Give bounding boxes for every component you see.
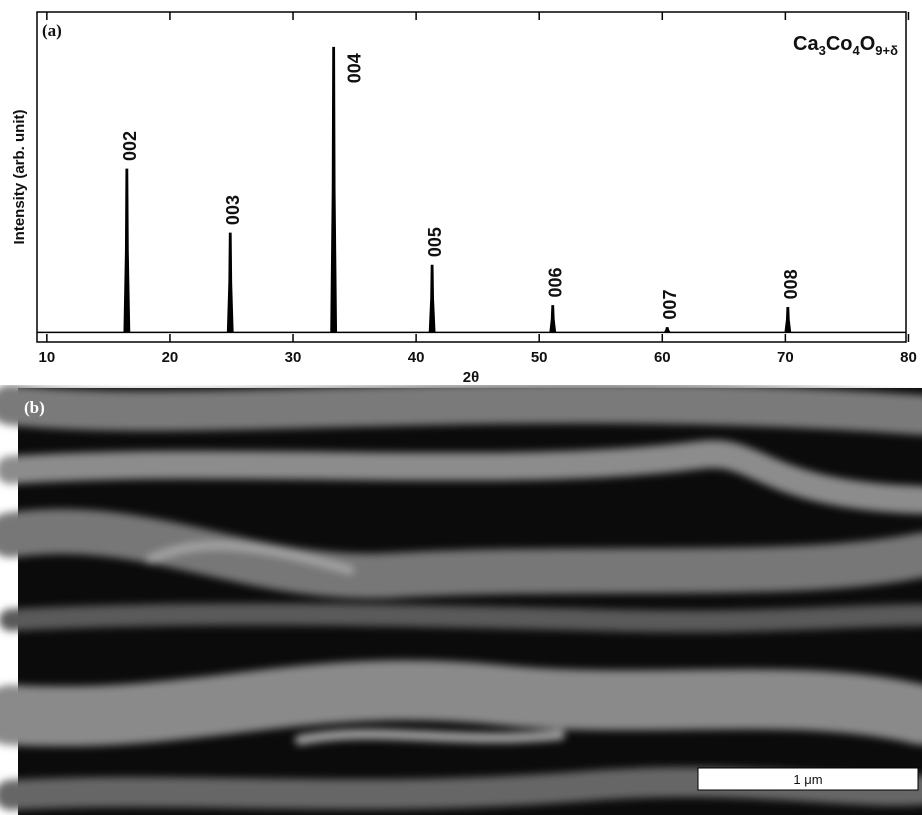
plot-frame [37, 12, 906, 342]
x-tick-label: 60 [654, 349, 671, 366]
x-tick-label: 10 [39, 349, 56, 366]
x-tick-label: 80 [900, 349, 917, 366]
x-tick-label: 50 [531, 349, 548, 366]
peak-label: 003 [223, 195, 243, 225]
peak-label: 008 [781, 269, 801, 299]
peak [664, 328, 670, 333]
formula: Ca3Co4O9+δ [793, 33, 898, 58]
peak [785, 307, 791, 332]
peak-label: 004 [345, 53, 365, 83]
peak [124, 169, 130, 332]
x-tick-label: 20 [162, 349, 179, 366]
peak [227, 233, 233, 332]
peak [429, 265, 435, 332]
page: {"chart_data": {"type": "peaks", "panel_… [0, 0, 922, 815]
peak-label: 002 [120, 131, 140, 161]
peak-label: 007 [660, 290, 680, 320]
peak [550, 305, 556, 332]
scale-bar-label: 1 μm [793, 772, 822, 787]
sem-image: (b) 1 μm [0, 385, 922, 815]
peak [331, 47, 337, 332]
x-tick-label: 70 [777, 349, 794, 366]
x-axis-label: 2θ [463, 369, 479, 385]
panel-label: (b) [24, 398, 45, 417]
peak-label: 005 [425, 227, 445, 257]
xrd-chart: (a) Ca3Co4O9+δ 2θ Intensity (arb. unit) … [0, 0, 922, 385]
x-tick-label: 30 [285, 349, 302, 366]
y-axis-label: Intensity (arb. unit) [11, 109, 28, 244]
x-tick-label: 40 [408, 349, 425, 366]
peak-label: 006 [546, 267, 566, 297]
panel-label: (a) [42, 21, 62, 40]
